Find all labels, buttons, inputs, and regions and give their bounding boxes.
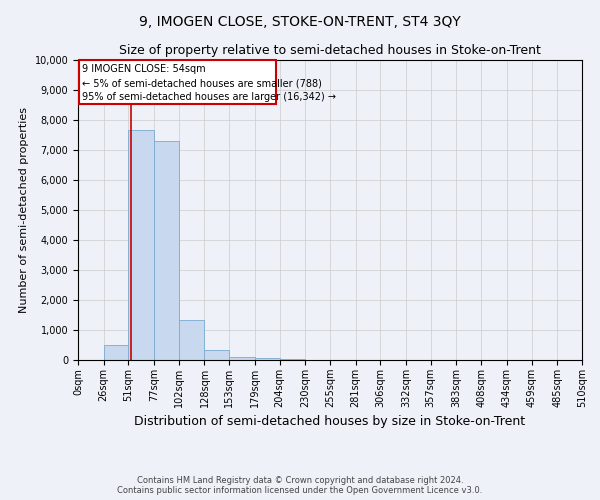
Text: Contains HM Land Registry data © Crown copyright and database right 2024.
Contai: Contains HM Land Registry data © Crown c…: [118, 476, 482, 495]
FancyBboxPatch shape: [79, 60, 275, 104]
X-axis label: Distribution of semi-detached houses by size in Stoke-on-Trent: Distribution of semi-detached houses by …: [134, 416, 526, 428]
Bar: [229, 356, 255, 360]
Bar: [280, 359, 305, 360]
Y-axis label: Number of semi-detached properties: Number of semi-detached properties: [19, 107, 29, 313]
Text: 95% of semi-detached houses are larger (16,342) →: 95% of semi-detached houses are larger (…: [82, 92, 336, 102]
Bar: [255, 358, 280, 360]
Bar: [128, 130, 154, 360]
Text: 9, IMOGEN CLOSE, STOKE-ON-TRENT, ST4 3QY: 9, IMOGEN CLOSE, STOKE-ON-TRENT, ST4 3QY: [139, 15, 461, 29]
Text: ← 5% of semi-detached houses are smaller (788): ← 5% of semi-detached houses are smaller…: [82, 78, 322, 88]
Bar: [154, 141, 179, 360]
Bar: [104, 345, 128, 360]
Bar: [179, 320, 205, 360]
Title: Size of property relative to semi-detached houses in Stoke-on-Trent: Size of property relative to semi-detach…: [119, 44, 541, 58]
Bar: [205, 350, 229, 360]
Text: 9 IMOGEN CLOSE: 54sqm: 9 IMOGEN CLOSE: 54sqm: [82, 64, 206, 74]
